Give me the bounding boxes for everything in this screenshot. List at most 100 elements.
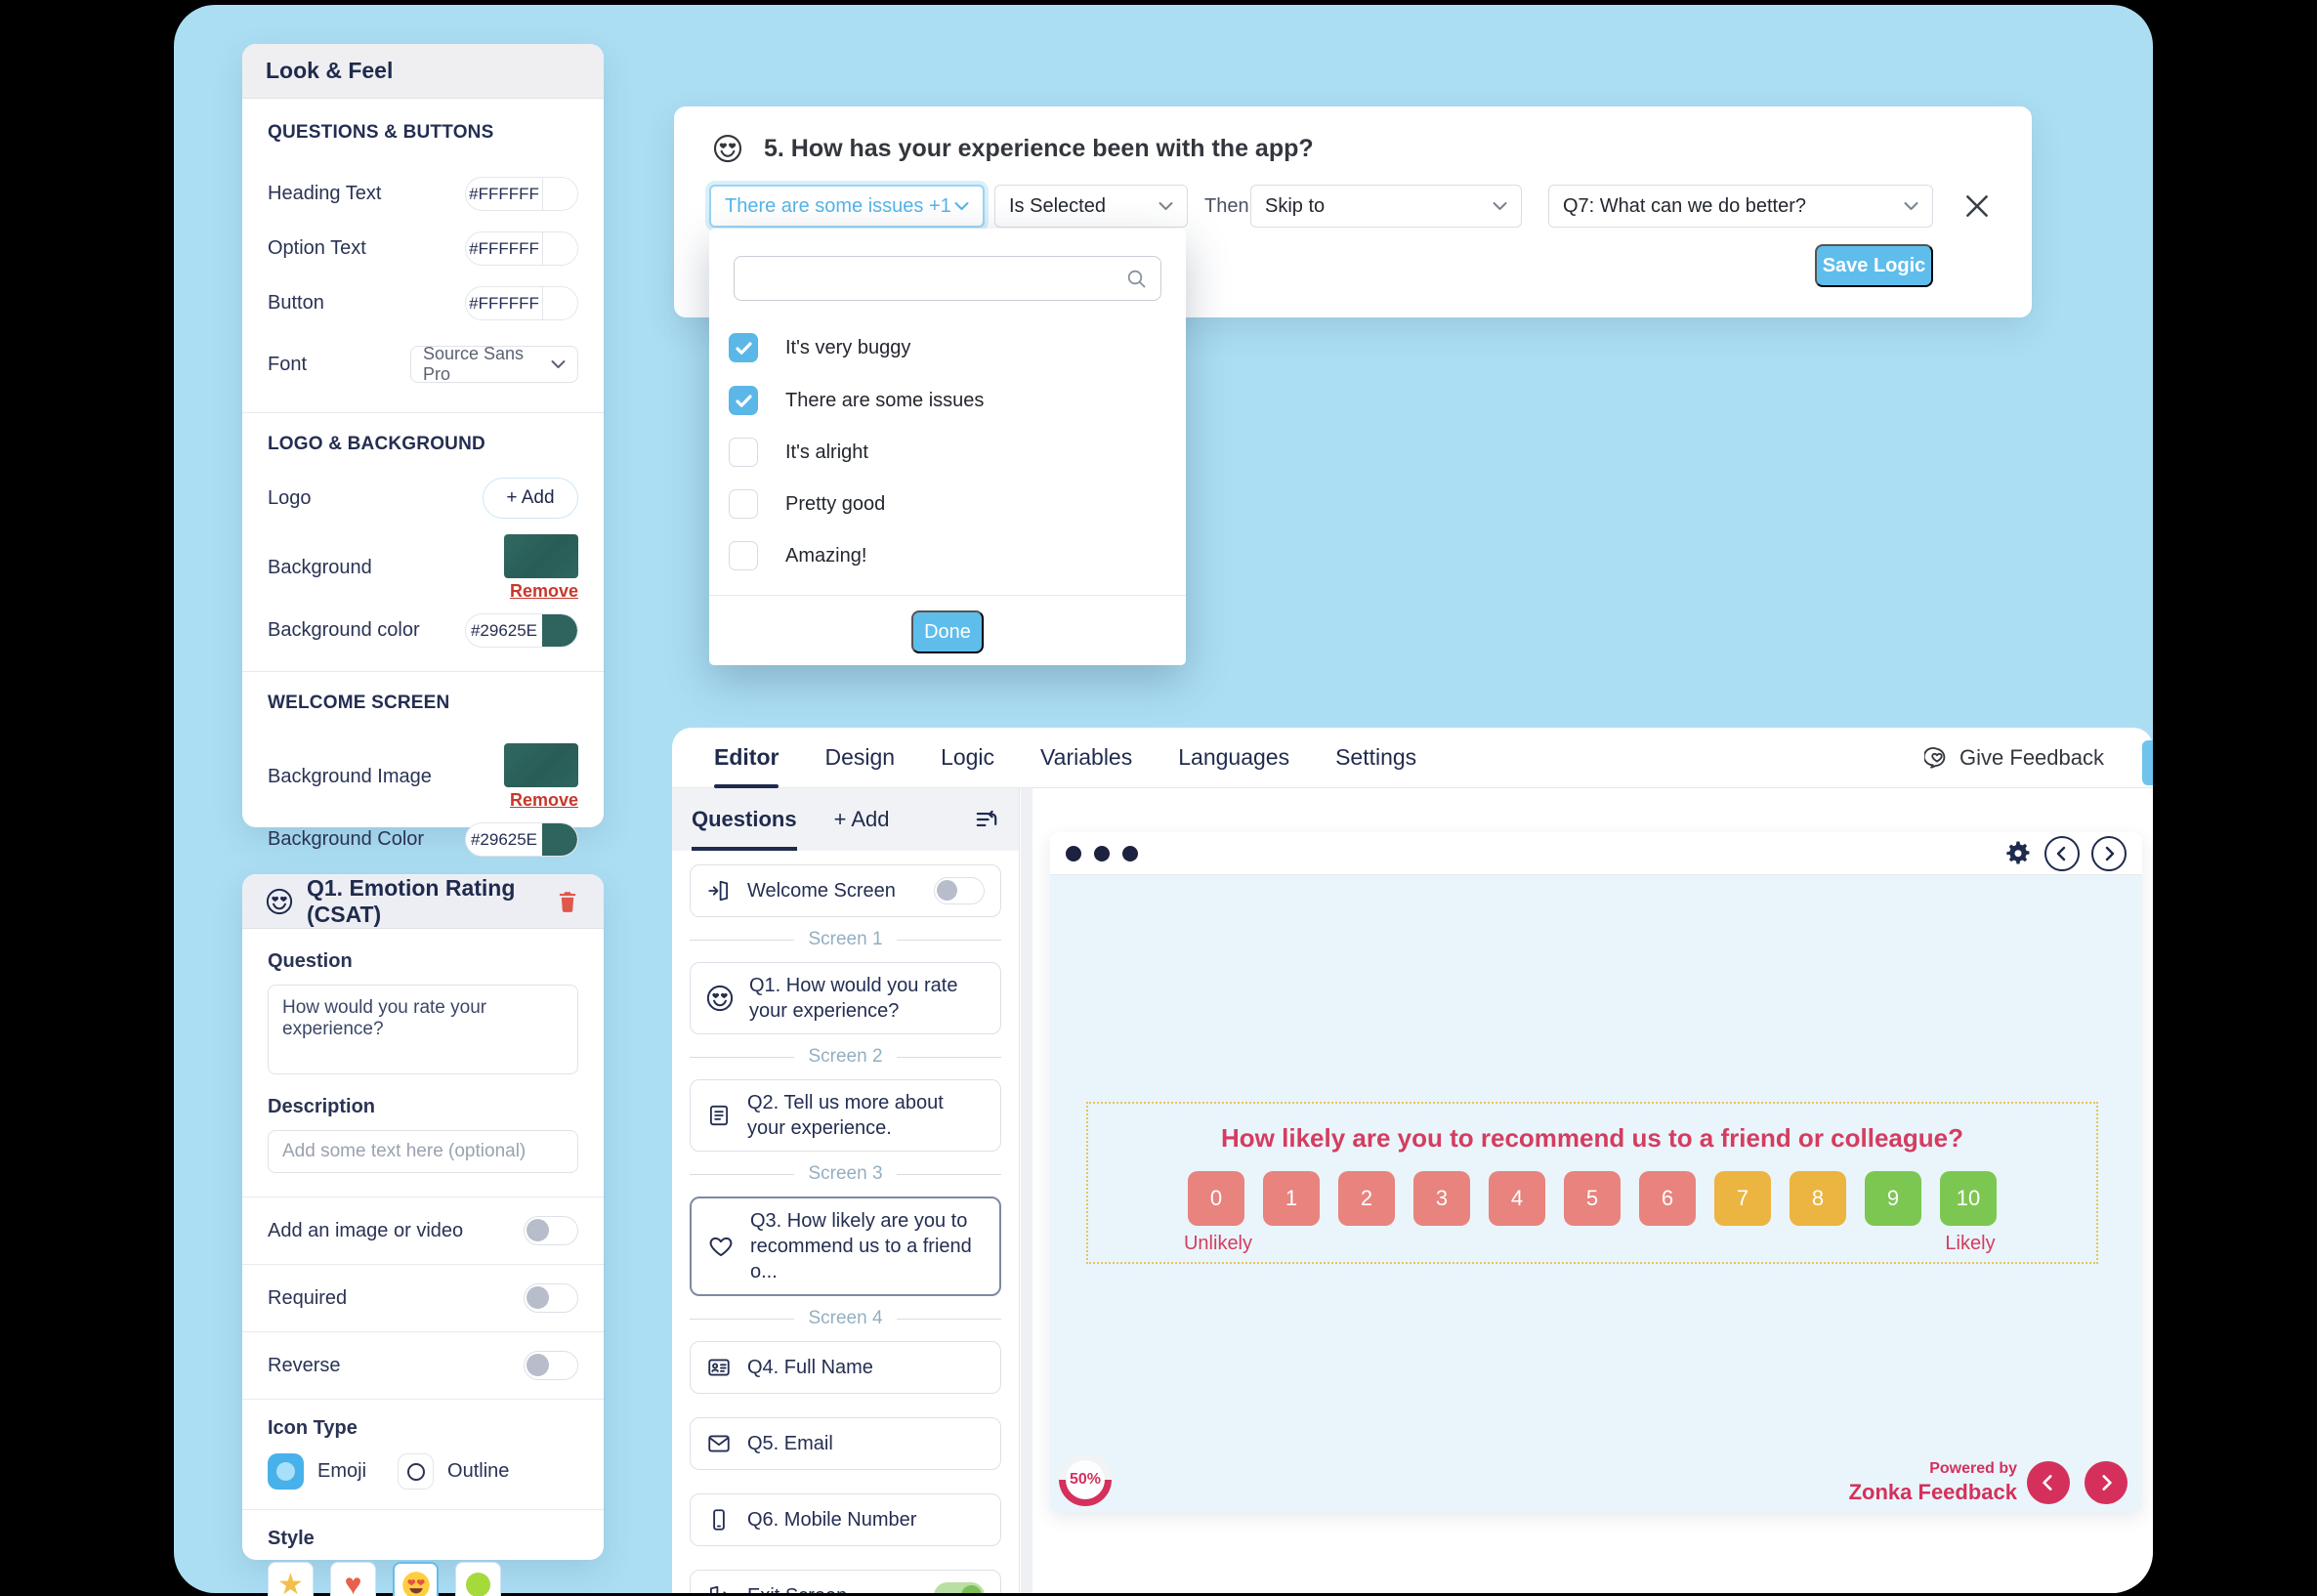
question-card-q5[interactable]: Q5. Email <box>690 1417 1001 1470</box>
add-image-video-row: Add an image or video <box>268 1197 578 1264</box>
background-color-input[interactable]: #29625E <box>465 613 578 648</box>
checkbox-checked[interactable] <box>729 386 758 415</box>
add-logo-button[interactable]: + Add <box>483 478 578 519</box>
chevron-down-icon <box>1493 202 1507 210</box>
add-image-video-label: Add an image or video <box>268 1219 464 1241</box>
style-emoji-option[interactable] <box>393 1562 439 1596</box>
option-amazing[interactable]: Amazing! <box>729 540 866 571</box>
survey-forward-button[interactable] <box>2085 1461 2127 1504</box>
style-circle-option[interactable] <box>455 1562 501 1596</box>
add-question-button[interactable]: + Add <box>833 807 890 831</box>
nps-button-2[interactable]: 2 <box>1338 1171 1395 1226</box>
style-star-option[interactable]: ★ <box>268 1562 314 1596</box>
button-color-input[interactable]: #FFFFFF <box>465 286 578 320</box>
questions-buttons-section-label: QUESTIONS & BUTTONS <box>268 122 494 143</box>
checkbox-unchecked[interactable] <box>729 438 758 467</box>
checkbox-unchecked[interactable] <box>729 489 758 519</box>
reorder-icon[interactable] <box>974 807 999 832</box>
tab-logic[interactable]: Logic <box>941 744 995 770</box>
add-image-video-toggle[interactable] <box>524 1216 578 1245</box>
target-question-dropdown[interactable]: Q7: What can we do better? <box>1548 185 1933 228</box>
trash-icon[interactable] <box>555 889 580 914</box>
save-logic-button[interactable]: Save Logic <box>1815 244 1933 287</box>
question-card-q4[interactable]: Q4. Full Name <box>690 1341 1001 1394</box>
question-card-q2[interactable]: Q2. Tell us more about your experience. <box>690 1079 1001 1152</box>
exit-screen-toggle[interactable] <box>934 1582 985 1593</box>
welcome-bg-color-value: #29625E <box>470 829 538 849</box>
nps-button-10[interactable]: 10 <box>1940 1171 1997 1226</box>
preview-prev-button[interactable] <box>2044 835 2080 871</box>
nps-button-7[interactable]: 7 <box>1714 1171 1771 1226</box>
q1-settings-panel: Q1. Emotion Rating (CSAT) Question How w… <box>242 874 604 1596</box>
screen-4-divider: Screen 4 <box>690 1308 1001 1329</box>
option-label: Pretty good <box>785 492 886 515</box>
heading-text-color-input[interactable]: #FFFFFF <box>465 177 578 211</box>
option-text-label: Option Text <box>268 237 366 259</box>
option-there-are-some-issues[interactable]: There are some issues <box>729 385 984 416</box>
button-color-value: #FFFFFF <box>469 293 539 313</box>
tab-languages[interactable]: Languages <box>1178 744 1290 770</box>
popup-search-input[interactable] <box>734 256 1161 301</box>
tab-questions[interactable]: Questions <box>692 788 797 851</box>
question-card-q6[interactable]: Q6. Mobile Number <box>690 1493 1001 1546</box>
remove-background-link[interactable]: Remove <box>509 581 578 601</box>
q5-card-label: Q5. Email <box>747 1433 833 1454</box>
done-button[interactable]: Done <box>911 610 984 653</box>
option-pretty-good[interactable]: Pretty good <box>729 488 885 520</box>
question-card-q1[interactable]: Q1. How would you rate your experience? <box>690 962 1001 1034</box>
operator-dropdown[interactable]: Is Selected <box>994 185 1188 228</box>
tab-design[interactable]: Design <box>824 744 896 770</box>
nps-button-9[interactable]: 9 <box>1865 1171 1921 1226</box>
tab-editor[interactable]: Editor <box>714 728 779 788</box>
exit-screen-card[interactable]: Exit Screen <box>690 1570 1001 1593</box>
option-label: It's very buggy <box>785 336 911 358</box>
q1-panel-header: Q1. Emotion Rating (CSAT) <box>242 874 604 929</box>
welcome-screen-toggle[interactable] <box>934 877 985 904</box>
reverse-toggle[interactable] <box>524 1351 578 1380</box>
action-dropdown[interactable]: Skip to <box>1250 185 1522 228</box>
editor-tab-bar: Editor Design Logic Variables Languages … <box>672 728 2153 788</box>
nps-button-4[interactable]: 4 <box>1489 1171 1545 1226</box>
checkbox-unchecked[interactable] <box>729 541 758 570</box>
close-icon[interactable] <box>1961 190 1993 222</box>
icon-type-outline-radio[interactable] <box>398 1453 435 1490</box>
welcome-bg-color-swatch <box>542 823 577 856</box>
welcome-bg-color-input[interactable]: #29625E <box>465 822 578 857</box>
nps-button-5[interactable]: 5 <box>1564 1171 1621 1226</box>
nps-button-8[interactable]: 8 <box>1790 1171 1846 1226</box>
background-color-swatch <box>542 614 577 647</box>
nps-button-3[interactable]: 3 <box>1413 1171 1470 1226</box>
remove-welcome-bg-link[interactable]: Remove <box>509 790 578 810</box>
tab-settings[interactable]: Settings <box>1335 744 1417 770</box>
nps-button-0[interactable]: 0 <box>1188 1171 1244 1226</box>
option-its-alright[interactable]: It's alright <box>729 437 868 468</box>
give-feedback-button[interactable]: Give Feedback <box>1924 728 2104 788</box>
look-feel-header: Look & Feel <box>242 44 604 99</box>
option-label: It's alright <box>785 441 868 463</box>
nps-button-1[interactable]: 1 <box>1263 1171 1320 1226</box>
background-image-thumbnail[interactable] <box>504 534 578 578</box>
font-select[interactable]: Source Sans Pro <box>410 344 578 384</box>
description-input[interactable]: Add some text here (optional) <box>268 1130 578 1173</box>
preview-next-button[interactable] <box>2091 835 2127 871</box>
welcome-screen-card[interactable]: Welcome Screen <box>690 864 1001 917</box>
condition-dropdown[interactable]: There are some issues +1 <box>709 185 985 228</box>
option-text-color-input[interactable]: #FFFFFF <box>465 231 578 266</box>
checkbox-checked[interactable] <box>729 333 758 362</box>
sidebar-scrollbar-track[interactable] <box>1021 788 1032 1593</box>
chevron-down-icon <box>954 202 969 210</box>
icon-type-emoji-radio[interactable] <box>268 1453 304 1490</box>
style-heart-option[interactable]: ♥ <box>330 1562 376 1596</box>
tab-variables[interactable]: Variables <box>1040 744 1133 770</box>
option-its-very-buggy[interactable]: It's very buggy <box>729 332 910 363</box>
gear-icon[interactable] <box>2003 839 2033 868</box>
question-card-q3[interactable]: Q3. How likely are you to recommend us t… <box>690 1197 1001 1296</box>
scrollbar-thumb[interactable] <box>2142 740 2153 785</box>
survey-back-button[interactable] <box>2027 1461 2070 1504</box>
question-textarea[interactable]: How would you rate your experience? <box>268 985 578 1074</box>
nps-button-6[interactable]: 6 <box>1639 1171 1696 1226</box>
exit-screen-label: Exit Screen <box>747 1583 847 1593</box>
description-placeholder: Add some text here (optional) <box>282 1141 527 1161</box>
welcome-bg-image-thumbnail[interactable] <box>504 743 578 787</box>
required-toggle[interactable] <box>524 1283 578 1313</box>
